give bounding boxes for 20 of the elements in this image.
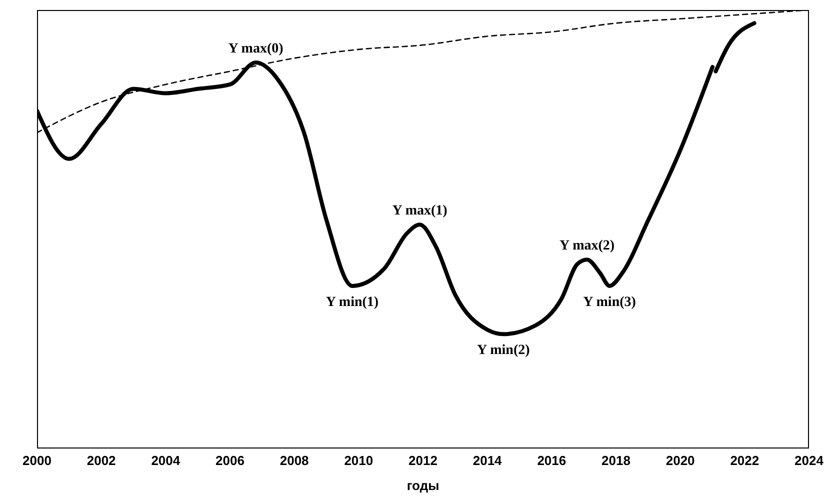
x-tick-label: 2024 (794, 453, 824, 468)
x-axis-title: годы (406, 478, 440, 493)
annotation: Y min(1) (326, 294, 379, 310)
x-tick-label: 2008 (280, 453, 309, 468)
annotation: Y max(1) (392, 204, 448, 219)
x-tick-label: 2016 (537, 453, 566, 468)
x-tick-label: 2014 (472, 453, 503, 468)
annotation: Y max(0) (228, 42, 284, 57)
x-tick-label: 2006 (216, 453, 244, 468)
annotation: Y min(2) (477, 343, 530, 358)
x-tick-label: 2000 (22, 453, 52, 468)
x-tick-label: 2020 (666, 453, 695, 468)
x-tick-label: 2012 (408, 453, 438, 468)
annotation: Y max(2) (560, 238, 615, 254)
x-tick-label: 2018 (602, 453, 630, 468)
x-tick-label: 2004 (151, 453, 181, 468)
x-tick-label: 2002 (86, 453, 116, 468)
annotation: Y min(3) (583, 294, 636, 310)
x-tick-label: 2010 (344, 453, 374, 468)
x-tick-label: 2022 (730, 453, 760, 468)
